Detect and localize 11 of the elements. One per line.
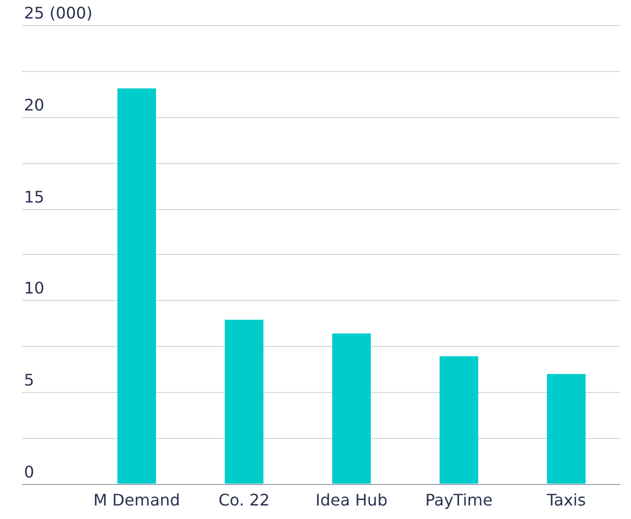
x-tick-label: PayTime [425, 490, 493, 510]
y-tick-label: 25 (000) [24, 4, 92, 23]
y-tick-label: 20 [24, 96, 44, 115]
y-tick-label: 0 [24, 462, 34, 482]
x-tick-label: Idea Hub [316, 490, 388, 510]
x-tick-label: Co. 22 [218, 490, 270, 510]
y-tick-label: 10 [24, 278, 44, 298]
y-tick-label: 5 [24, 370, 34, 390]
x-tick-label: M Demand [93, 490, 180, 510]
x-tick-label: Taxis [546, 490, 586, 510]
y-tick-label: 15 [24, 188, 44, 207]
